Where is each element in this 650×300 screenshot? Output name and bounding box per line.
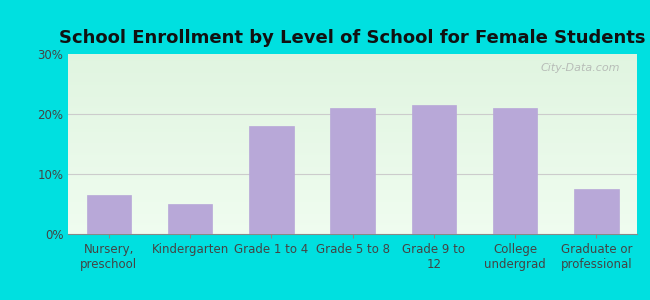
Bar <box>330 108 375 234</box>
Bar <box>411 105 456 234</box>
Title: School Enrollment by Level of School for Female Students: School Enrollment by Level of School for… <box>59 29 646 47</box>
Bar <box>86 195 131 234</box>
Bar <box>574 189 619 234</box>
Bar <box>493 108 538 234</box>
Text: City-Data.com: City-Data.com <box>540 63 620 73</box>
Bar <box>168 204 213 234</box>
Bar <box>249 126 294 234</box>
